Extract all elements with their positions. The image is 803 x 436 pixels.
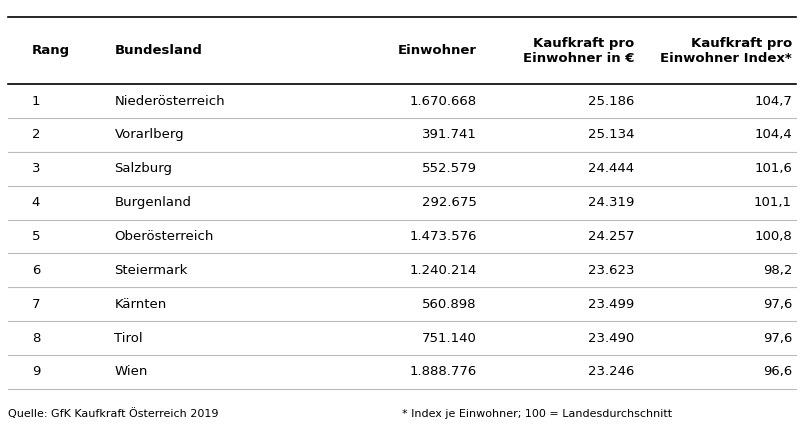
Text: 96,6: 96,6 xyxy=(762,365,791,378)
Text: 391.741: 391.741 xyxy=(422,128,476,141)
Text: 7: 7 xyxy=(31,298,40,311)
Text: Vorarlberg: Vorarlberg xyxy=(114,128,184,141)
Text: 25.134: 25.134 xyxy=(587,128,634,141)
Text: 104,7: 104,7 xyxy=(753,95,791,108)
Text: 751.140: 751.140 xyxy=(422,332,476,344)
Text: Kärnten: Kärnten xyxy=(114,298,166,311)
Text: 23.490: 23.490 xyxy=(588,332,634,344)
Text: 24.444: 24.444 xyxy=(588,162,634,175)
Text: 24.257: 24.257 xyxy=(587,230,634,243)
Text: 25.186: 25.186 xyxy=(587,95,634,108)
Text: 1.473.576: 1.473.576 xyxy=(409,230,476,243)
Text: Kaufkraft pro
Einwohner in €: Kaufkraft pro Einwohner in € xyxy=(522,37,634,65)
Text: 1.670.668: 1.670.668 xyxy=(410,95,476,108)
Text: Niederösterreich: Niederösterreich xyxy=(114,95,225,108)
Text: Steiermark: Steiermark xyxy=(114,264,188,277)
Text: 23.246: 23.246 xyxy=(587,365,634,378)
Text: Rang: Rang xyxy=(31,44,70,57)
Text: 97,6: 97,6 xyxy=(762,332,791,344)
Text: 292.675: 292.675 xyxy=(422,196,476,209)
Text: 97,6: 97,6 xyxy=(762,298,791,311)
Text: 560.898: 560.898 xyxy=(422,298,476,311)
Text: Burgenland: Burgenland xyxy=(114,196,191,209)
Text: Bundesland: Bundesland xyxy=(114,44,202,57)
Text: 4: 4 xyxy=(31,196,40,209)
Text: 1: 1 xyxy=(31,95,40,108)
Text: 2: 2 xyxy=(31,128,40,141)
Text: 98,2: 98,2 xyxy=(762,264,791,277)
Text: 104,4: 104,4 xyxy=(753,128,791,141)
Text: * Index je Einwohner; 100 = Landesdurchschnitt: * Index je Einwohner; 100 = Landesdurchs… xyxy=(402,409,671,419)
Text: 24.319: 24.319 xyxy=(587,196,634,209)
Text: 101,1: 101,1 xyxy=(753,196,791,209)
Text: Kaufkraft pro
Einwohner Index*: Kaufkraft pro Einwohner Index* xyxy=(659,37,791,65)
Text: Wien: Wien xyxy=(114,365,148,378)
Text: Oberösterreich: Oberösterreich xyxy=(114,230,214,243)
Text: Tirol: Tirol xyxy=(114,332,143,344)
Text: Salzburg: Salzburg xyxy=(114,162,172,175)
Text: Einwohner: Einwohner xyxy=(397,44,476,57)
Text: 9: 9 xyxy=(31,365,40,378)
Text: 8: 8 xyxy=(31,332,40,344)
Text: Quelle: GfK Kaufkraft Österreich 2019: Quelle: GfK Kaufkraft Österreich 2019 xyxy=(8,408,218,419)
Text: 1.240.214: 1.240.214 xyxy=(409,264,476,277)
Text: 6: 6 xyxy=(31,264,40,277)
Text: 552.579: 552.579 xyxy=(422,162,476,175)
Text: 100,8: 100,8 xyxy=(753,230,791,243)
Text: 23.623: 23.623 xyxy=(587,264,634,277)
Text: 101,6: 101,6 xyxy=(753,162,791,175)
Text: 23.499: 23.499 xyxy=(588,298,634,311)
Text: 5: 5 xyxy=(31,230,40,243)
Text: 3: 3 xyxy=(31,162,40,175)
Text: 1.888.776: 1.888.776 xyxy=(409,365,476,378)
